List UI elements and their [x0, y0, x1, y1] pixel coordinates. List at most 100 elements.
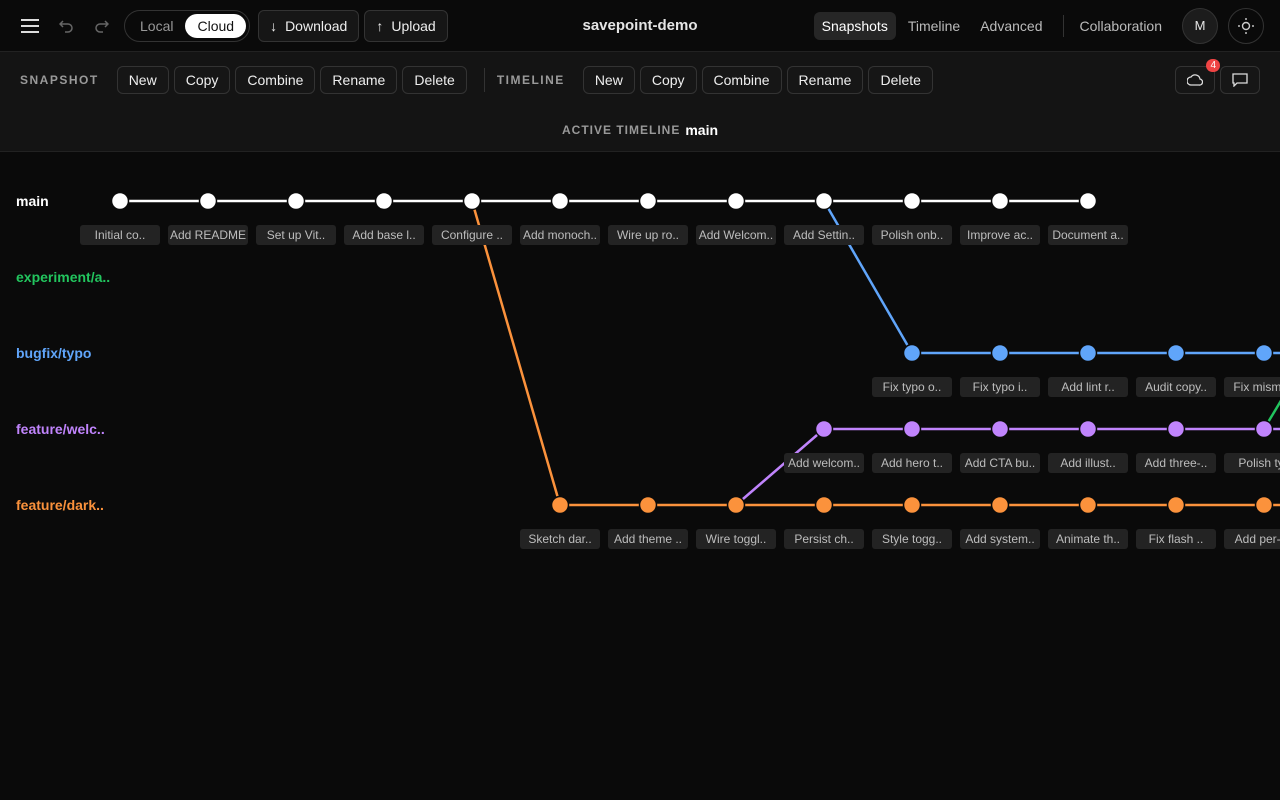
snapshot-node[interactable] [726, 191, 746, 211]
snapshot-label[interactable]: Add monoch.. [523, 228, 597, 242]
action-button[interactable]: New [582, 66, 635, 94]
comments-button[interactable] [1220, 66, 1260, 94]
timeline-name[interactable]: feature/welc.. [16, 421, 105, 437]
snapshot-node[interactable] [902, 343, 922, 363]
upload-button[interactable]: ↑ Upload [364, 9, 448, 42]
snapshot-label[interactable]: Configure .. [441, 228, 503, 242]
snapshot-node[interactable] [726, 495, 746, 515]
snapshot-node[interactable] [990, 343, 1010, 363]
snapshot-node[interactable] [1078, 191, 1098, 211]
snapshot-label[interactable]: Fix typo i.. [973, 380, 1028, 394]
snapshot-node[interactable] [1166, 495, 1186, 515]
snapshot-label[interactable]: Document a.. [1052, 228, 1123, 242]
snapshot-node[interactable] [1078, 419, 1098, 439]
snapshot-label[interactable]: Add Welcom.. [699, 228, 773, 242]
action-button[interactable]: Delete [402, 66, 467, 94]
action-button[interactable]: Combine [235, 66, 316, 94]
nav-item[interactable]: Snapshots [813, 11, 896, 40]
snapshot-node[interactable] [1254, 419, 1274, 439]
snapshot-node[interactable] [1078, 343, 1098, 363]
snapshot-node[interactable] [1166, 343, 1186, 363]
snapshot-label[interactable]: Persist ch.. [794, 532, 853, 546]
action-button[interactable]: Rename [320, 66, 398, 94]
action-button[interactable]: New [116, 66, 169, 94]
action-button[interactable]: Rename [786, 66, 864, 94]
timeline-name[interactable]: main [16, 193, 49, 209]
timeline-name[interactable]: feature/dark.. [16, 497, 104, 513]
timeline-graph: main Initial co.. Add README Set up Vit.. Ad… [16, 191, 1280, 549]
snapshot-label-bg [256, 225, 336, 245]
snapshot-node[interactable] [550, 495, 570, 515]
snapshot-node[interactable] [638, 191, 658, 211]
snapshot-label[interactable]: Add hero t.. [881, 456, 943, 470]
snapshot-node[interactable] [638, 495, 658, 515]
snapshot-node[interactable] [902, 419, 922, 439]
snapshot-label[interactable]: Wire toggl.. [706, 532, 767, 546]
snapshot-label-bg [784, 529, 864, 549]
action-button[interactable]: Combine [701, 66, 782, 94]
snapshot-node[interactable] [902, 495, 922, 515]
collaboration-link[interactable]: Collaboration [1079, 17, 1163, 34]
timeline-label: TIMELINE [496, 73, 565, 87]
snapshot-label[interactable]: Polish onb.. [881, 228, 944, 242]
snapshot-label[interactable]: Add base l.. [352, 228, 415, 242]
snapshot-node[interactable] [1078, 495, 1098, 515]
snapshot-label[interactable]: Fix typo o.. [883, 380, 942, 394]
snapshot-node[interactable] [1254, 495, 1274, 515]
sync-button[interactable]: 4 [1175, 59, 1220, 94]
snapshot-label[interactable]: Polish ty.. [1238, 456, 1280, 470]
snapshot-label[interactable]: Audit copy.. [1145, 380, 1207, 394]
action-button[interactable]: Copy [639, 66, 697, 94]
snapshot-label[interactable]: Add welcom.. [788, 456, 860, 470]
snapshot-label[interactable]: Add system.. [965, 532, 1034, 546]
snapshot-node[interactable] [1254, 343, 1274, 363]
snapshot-label-bg [432, 225, 512, 245]
snapshot-node[interactable] [286, 191, 306, 211]
snapshot-label[interactable]: Wire up ro.. [617, 228, 679, 242]
action-button[interactable]: Copy [173, 66, 231, 94]
nav-item[interactable]: Timeline [907, 17, 961, 34]
snapshot-label[interactable]: Add three-.. [1145, 456, 1208, 470]
local-option[interactable]: Local [140, 17, 174, 34]
snapshot-label[interactable]: Sketch dar.. [528, 532, 591, 546]
snapshot-node[interactable] [990, 191, 1010, 211]
timeline-name[interactable]: bugfix/typo [16, 345, 91, 361]
snapshot-label[interactable]: Add lint r.. [1061, 380, 1114, 394]
snapshot-node[interactable] [374, 191, 394, 211]
timeline-name[interactable]: experiment/a.. [16, 269, 110, 285]
snapshot-label[interactable]: Fix misma.. [1233, 380, 1280, 394]
snapshot-label[interactable]: Add Settin.. [793, 228, 855, 242]
snapshot-label[interactable]: Initial co.. [95, 228, 146, 242]
snapshot-label[interactable]: Add CTA bu.. [965, 456, 1035, 470]
snapshot-node[interactable] [110, 191, 130, 211]
toolbar: SNAPSHOT New Copy Combine Rename Delete TIME… [0, 52, 1280, 108]
avatar[interactable]: M [1182, 7, 1218, 44]
snapshot-node[interactable] [990, 495, 1010, 515]
snapshot-label[interactable]: Improve ac.. [967, 228, 1033, 242]
menu-button[interactable] [16, 12, 44, 40]
snapshot-node[interactable] [990, 419, 1010, 439]
snapshot-node[interactable] [902, 191, 922, 211]
snapshot-label[interactable]: Add per-s.. [1235, 532, 1280, 546]
snapshot-label[interactable]: Fix flash .. [1149, 532, 1204, 546]
snapshot-node[interactable] [814, 191, 834, 211]
download-button[interactable]: ↓ Download [258, 9, 360, 42]
snapshot-label[interactable]: Style togg.. [882, 532, 942, 546]
theme-button[interactable] [1228, 7, 1264, 44]
nav-item[interactable]: Advanced [980, 17, 1043, 34]
snapshot-node[interactable] [550, 191, 570, 211]
snapshot-node[interactable] [1166, 419, 1186, 439]
redo-button[interactable] [88, 12, 116, 40]
snapshot-node[interactable] [814, 495, 834, 515]
snapshot-label[interactable]: Add illust.. [1060, 456, 1115, 470]
snapshot-node[interactable] [814, 419, 834, 439]
cloud-option[interactable]: Cloud [185, 13, 247, 38]
undo-button[interactable] [52, 12, 80, 40]
snapshot-node[interactable] [198, 191, 218, 211]
snapshot-label[interactable]: Set up Vit.. [267, 228, 325, 242]
snapshot-node[interactable] [462, 191, 482, 211]
snapshot-label[interactable]: Animate th.. [1056, 532, 1120, 546]
snapshot-label[interactable]: Add README [170, 228, 246, 242]
snapshot-label[interactable]: Add theme .. [614, 532, 682, 546]
action-button[interactable]: Delete [868, 66, 933, 94]
